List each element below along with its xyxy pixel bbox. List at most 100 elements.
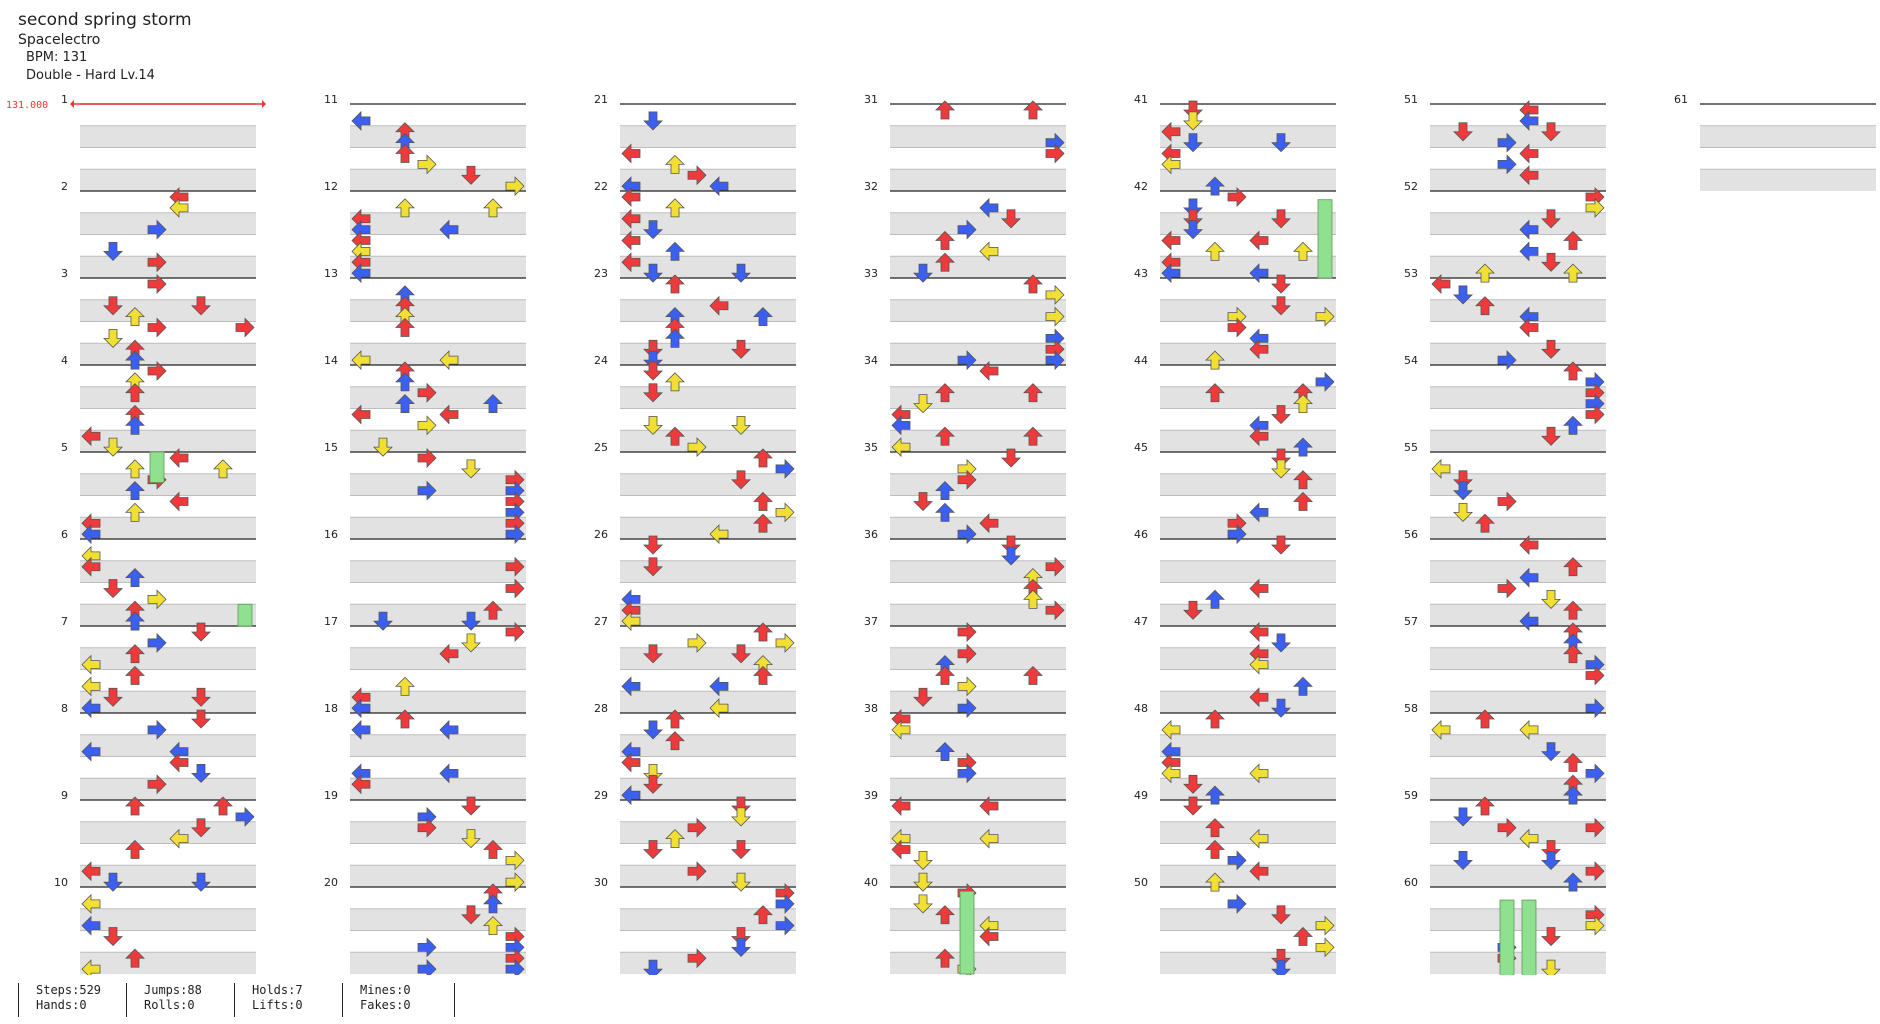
beat-band <box>890 560 1066 583</box>
beat-band <box>1160 256 1336 278</box>
beat-band <box>890 952 1066 974</box>
beat-band <box>890 691 1066 713</box>
beat-band <box>350 256 526 278</box>
measure-number: 58 <box>1404 702 1418 715</box>
measure-number: 36 <box>864 528 878 541</box>
measure-number: 19 <box>324 789 338 802</box>
measure-number: 33 <box>864 267 878 280</box>
measure-number: 59 <box>1404 789 1418 802</box>
beat-band <box>80 169 256 191</box>
beat-band <box>890 517 1066 539</box>
beat-band <box>1430 865 1606 887</box>
measure-number: 53 <box>1404 267 1418 280</box>
beat-band <box>890 299 1066 322</box>
beat-band <box>1430 821 1606 844</box>
measure-number: 60 <box>1404 876 1418 889</box>
beat-band <box>1160 865 1336 887</box>
beat-band <box>350 778 526 800</box>
beat-band <box>1430 734 1606 757</box>
measure-number: 43 <box>1134 267 1148 280</box>
measure-number: 38 <box>864 702 878 715</box>
beat-band <box>350 560 526 583</box>
stat-rolls: Rolls:0 <box>144 998 195 1012</box>
beat-band <box>890 647 1066 670</box>
beat-band <box>80 343 256 365</box>
beat-band <box>80 821 256 844</box>
beat-band <box>1160 908 1336 931</box>
beat-band <box>1430 386 1606 409</box>
step-chart: 1234567891011121314151617181920212223242… <box>6 93 1876 975</box>
bpm-marker-left <box>70 100 74 108</box>
beat-band <box>620 778 796 800</box>
measure-number: 49 <box>1134 789 1148 802</box>
measure-number: 56 <box>1404 528 1418 541</box>
stat-holds-lifts: Holds:7 Lifts:0 <box>234 983 303 1017</box>
beat-band <box>1430 212 1606 235</box>
stat-holds: Holds:7 <box>252 983 303 997</box>
beat-band <box>1160 647 1336 670</box>
beat-band <box>1160 343 1336 365</box>
measure-number: 30 <box>594 876 608 889</box>
beat-band <box>1160 517 1336 539</box>
beat-band <box>350 908 526 931</box>
beat-band <box>620 517 796 539</box>
beat-band <box>80 604 256 626</box>
beat-band <box>620 691 796 713</box>
beat-band <box>890 908 1066 931</box>
bpm-change-label: 131.000 <box>6 100 48 111</box>
beat-band <box>1160 604 1336 626</box>
measure-number: 44 <box>1134 354 1148 367</box>
measure-number: 3 <box>61 267 68 280</box>
beat-band <box>80 473 256 496</box>
measure-number: 17 <box>324 615 338 628</box>
beat-band <box>1160 734 1336 757</box>
beat-band <box>890 821 1066 844</box>
beat-band <box>620 299 796 322</box>
beat-band <box>1430 952 1606 974</box>
beat-band <box>620 386 796 409</box>
beat-band <box>620 952 796 974</box>
measure-number: 54 <box>1404 354 1418 367</box>
beat-band <box>350 865 526 887</box>
beat-band <box>1430 560 1606 583</box>
hold-body <box>959 890 975 975</box>
hold-body <box>1317 199 1333 279</box>
measure-number: 29 <box>594 789 608 802</box>
beat-band <box>1430 430 1606 452</box>
beat-band <box>620 865 796 887</box>
measure-number: 45 <box>1134 441 1148 454</box>
beat-band <box>890 343 1066 365</box>
beat-band <box>80 691 256 713</box>
measure-number: 22 <box>594 180 608 193</box>
beat-band <box>350 647 526 670</box>
beat-band <box>80 560 256 583</box>
beat-band <box>1430 604 1606 626</box>
beat-band <box>350 734 526 757</box>
measure-number: 51 <box>1404 93 1418 106</box>
measure-number: 10 <box>54 876 68 889</box>
beat-band <box>620 430 796 452</box>
measure-number: 20 <box>324 876 338 889</box>
beat-band <box>80 386 256 409</box>
beat-band <box>80 430 256 452</box>
beat-band <box>1430 343 1606 365</box>
beat-band <box>80 865 256 887</box>
measure-number: 25 <box>594 441 608 454</box>
measure-number: 1 <box>61 93 68 106</box>
beat-band <box>1160 691 1336 713</box>
beat-band <box>350 430 526 452</box>
hold-body <box>149 451 165 483</box>
beat-band <box>1700 125 1876 148</box>
measure-number: 6 <box>61 528 68 541</box>
beat-band <box>1430 517 1606 539</box>
measure-number: 14 <box>324 354 338 367</box>
measure-number: 34 <box>864 354 878 367</box>
beat-band <box>1160 386 1336 409</box>
measure-number: 8 <box>61 702 68 715</box>
measure-number: 55 <box>1404 441 1418 454</box>
beat-band <box>620 908 796 931</box>
beat-band <box>350 604 526 626</box>
measure-number: 37 <box>864 615 878 628</box>
beat-band <box>80 125 256 148</box>
beat-band <box>80 517 256 539</box>
